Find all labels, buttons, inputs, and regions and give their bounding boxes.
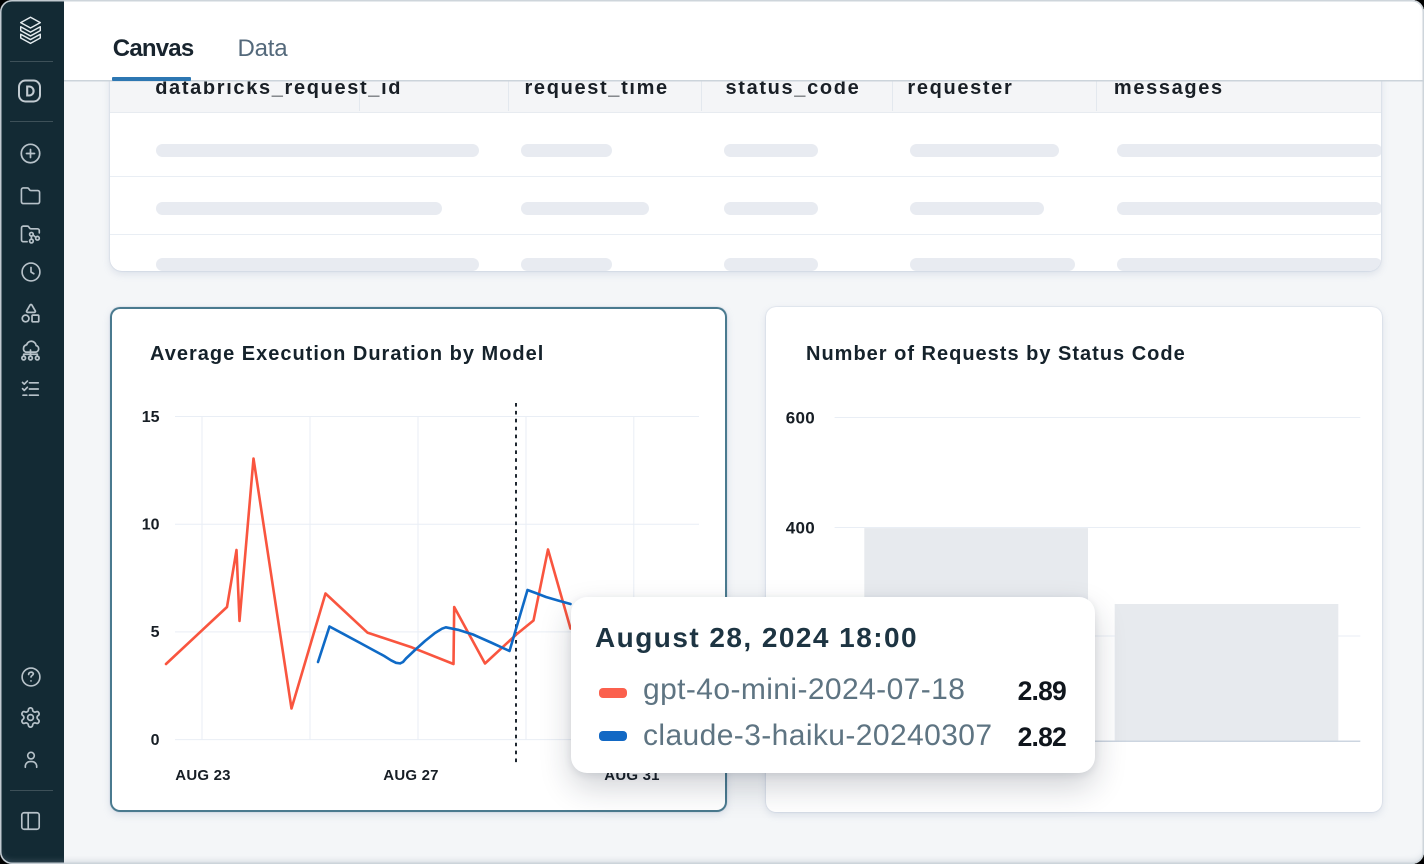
svg-text:0: 0 — [151, 732, 160, 749]
svg-text:AUG 23: AUG 23 — [175, 767, 230, 784]
svg-text:5: 5 — [151, 624, 160, 641]
svg-text:600: 600 — [786, 409, 815, 428]
svg-text:15: 15 — [142, 409, 160, 426]
svg-text:10: 10 — [142, 517, 160, 534]
svg-text:AUG 27: AUG 27 — [383, 767, 438, 784]
svg-text:400: 400 — [786, 519, 815, 538]
